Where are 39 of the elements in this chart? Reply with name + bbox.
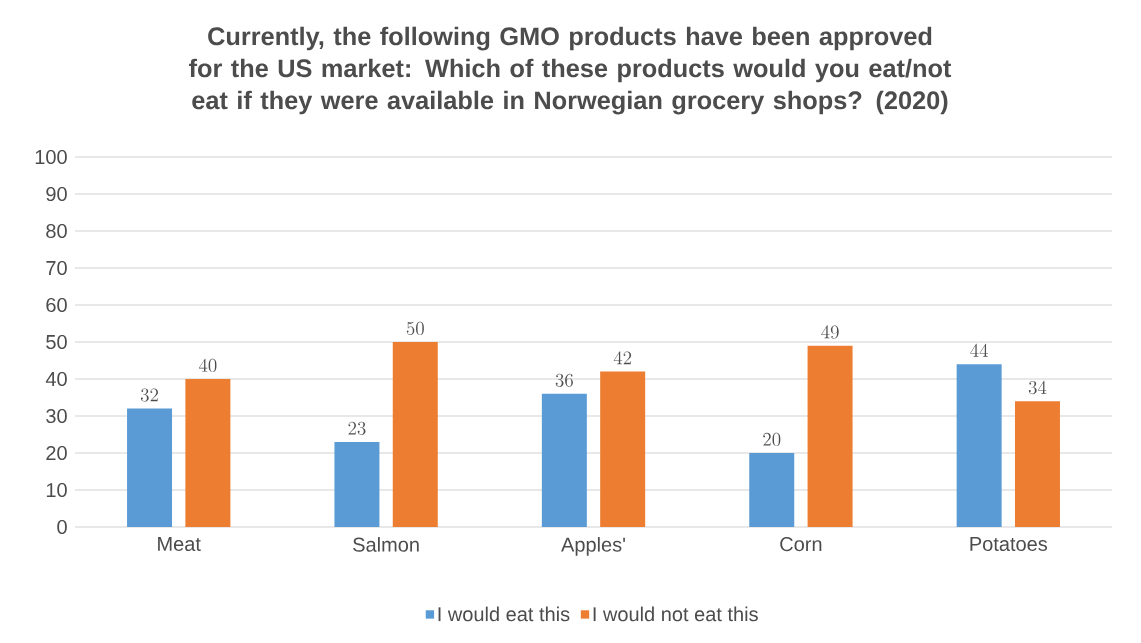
- data-label: 20: [763, 432, 781, 447]
- bar: [1014, 401, 1060, 527]
- x-tick-label: Meat: [158, 537, 201, 551]
- y-tick-label: 50: [46, 334, 67, 350]
- y-tick-label: 0: [57, 519, 67, 535]
- x-tick-label: Corn: [780, 537, 822, 552]
- bar: [749, 453, 795, 527]
- y-tick-label: 30: [46, 408, 67, 424]
- data-label: 40: [198, 358, 217, 373]
- bar: [185, 379, 231, 527]
- legend-label: I would not eat this: [593, 606, 758, 622]
- y-tick-label: 90: [46, 186, 67, 202]
- y-tick-label: 10: [46, 482, 67, 498]
- bar: [807, 345, 853, 527]
- bar: [541, 393, 587, 527]
- bar: [392, 342, 438, 527]
- data-label: 44: [970, 343, 988, 357]
- data-label: 34: [1028, 380, 1047, 395]
- legend-label: I would eat this: [438, 606, 570, 622]
- y-tick-label: 100: [35, 149, 67, 165]
- data-label: 36: [555, 373, 573, 387]
- data-label: 50: [406, 321, 424, 336]
- y-tick-label: 70: [46, 260, 67, 276]
- x-tick-label: Apples': [561, 537, 625, 556]
- data-label: 32: [140, 388, 158, 402]
- x-tick-label: Potatoes: [970, 537, 1048, 551]
- y-tick-label: 20: [46, 445, 67, 461]
- bar: [600, 371, 646, 527]
- bar: [127, 408, 173, 527]
- data-label: 42: [613, 351, 632, 365]
- bar: [956, 364, 1002, 527]
- y-tick-label: 40: [45, 371, 67, 387]
- x-tick-label: Salmon: [353, 537, 419, 552]
- data-label: 49: [821, 325, 839, 339]
- data-label: 23: [348, 421, 366, 435]
- chart-title: Currently, the following GMO products have been approved for the US market: Which of these products would you eat/not eat if they were available in Norwegian grocery shops? (2020): [189, 26, 952, 115]
- y-tick-label: 80: [46, 223, 67, 239]
- bar: [334, 441, 380, 527]
- y-tick-label: 60: [46, 297, 67, 313]
